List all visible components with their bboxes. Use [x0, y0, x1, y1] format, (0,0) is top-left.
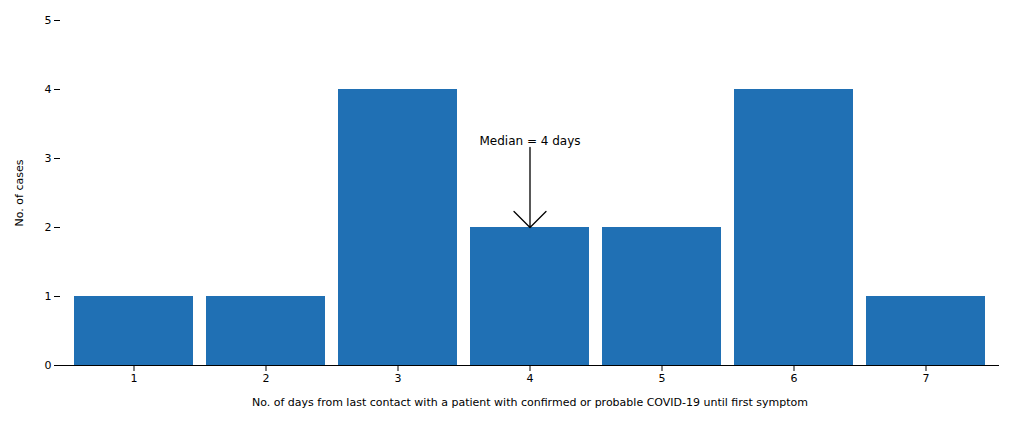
- svg-text:7: 7: [923, 372, 930, 385]
- svg-text:3: 3: [395, 372, 402, 385]
- svg-text:3: 3: [45, 152, 52, 165]
- svg-text:1: 1: [131, 372, 138, 385]
- svg-text:No. of days from last contact: No. of days from last contact with a pat…: [252, 396, 808, 409]
- svg-text:No. of cases: No. of cases: [13, 159, 26, 226]
- svg-text:0: 0: [45, 359, 52, 372]
- svg-text:5: 5: [659, 372, 666, 385]
- svg-text:5: 5: [45, 14, 52, 27]
- svg-text:Median = 4 days: Median = 4 days: [479, 134, 580, 148]
- svg-text:6: 6: [791, 372, 798, 385]
- svg-text:4: 4: [527, 372, 534, 385]
- svg-text:4: 4: [45, 83, 52, 96]
- svg-text:1: 1: [45, 290, 52, 303]
- svg-text:2: 2: [263, 372, 270, 385]
- svg-text:2: 2: [45, 221, 52, 234]
